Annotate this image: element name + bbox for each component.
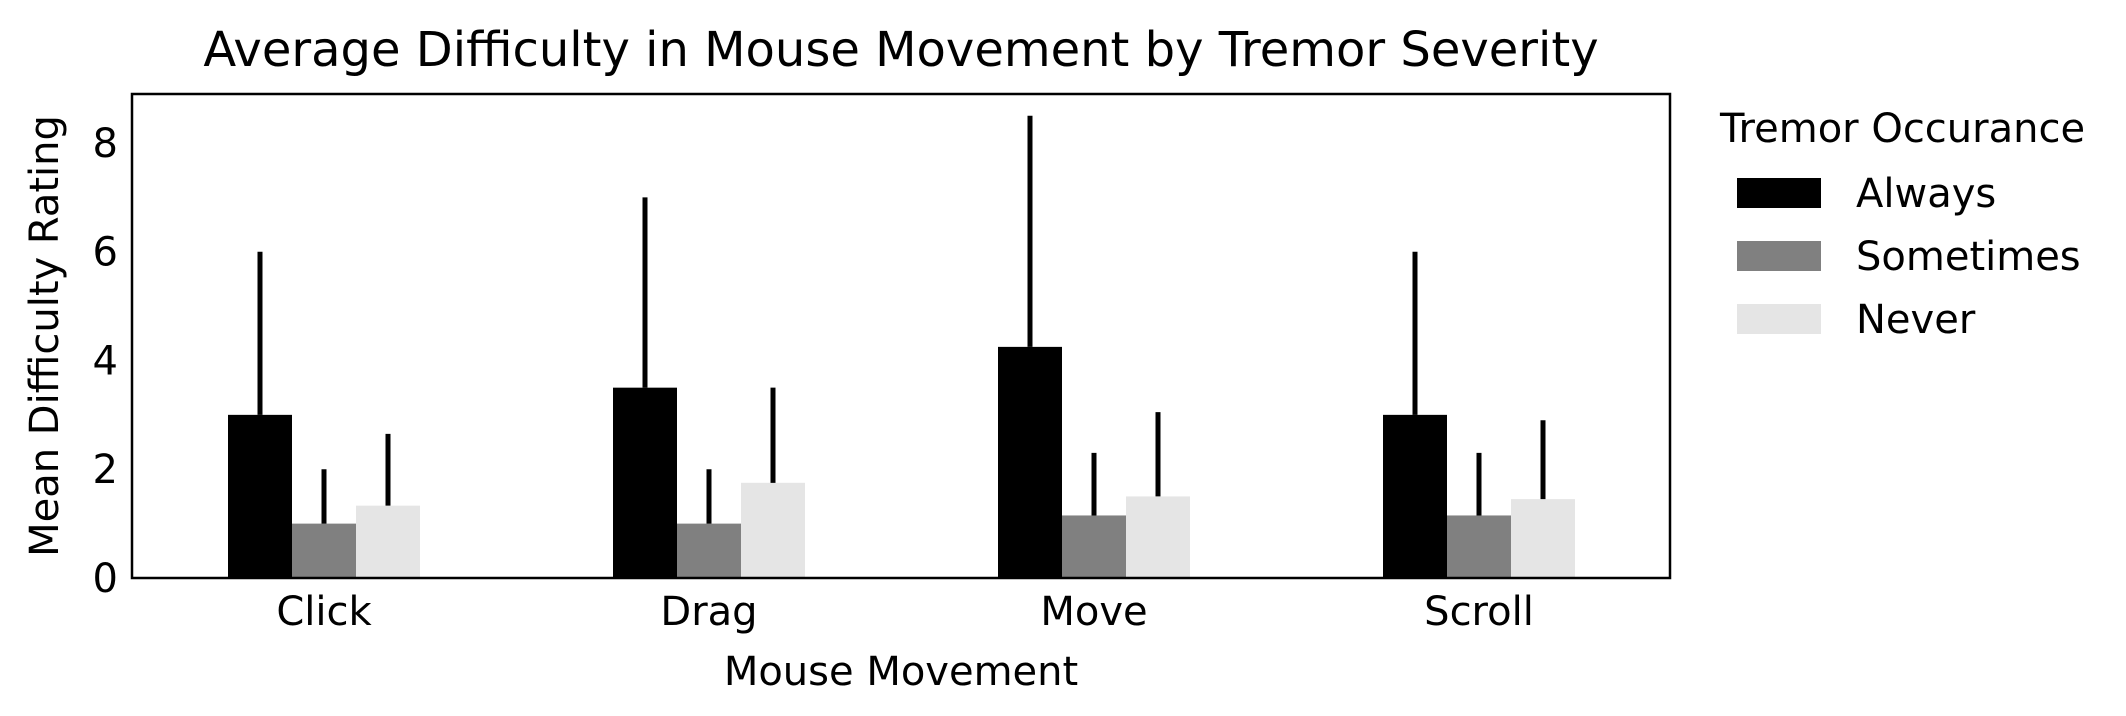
y-tick-label: 0 bbox=[93, 556, 118, 602]
x-axis-ticks: Click Drag Move Scroll bbox=[276, 589, 1533, 635]
x-axis-label: Mouse Movement bbox=[724, 649, 1078, 695]
x-tick-label: Move bbox=[1040, 589, 1147, 635]
bar-always-drag bbox=[613, 387, 677, 578]
y-axis-ticks: 0 2 4 6 8 bbox=[93, 121, 118, 602]
legend-swatch-always bbox=[1737, 178, 1821, 208]
legend-label-always: Always bbox=[1856, 171, 1996, 217]
bar-always-click bbox=[228, 414, 292, 578]
chart-title: Average Difficulty in Mouse Movement by … bbox=[203, 22, 1598, 78]
x-tick-label: Click bbox=[276, 589, 372, 635]
x-tick-label: Drag bbox=[660, 589, 757, 635]
bar-never-click bbox=[356, 505, 420, 578]
bar-sometimes-move bbox=[1062, 515, 1126, 578]
x-tick-label: Scroll bbox=[1424, 589, 1534, 635]
legend: Tremor Occurance Always Sometimes Never bbox=[1719, 106, 2085, 343]
y-tick-label: 6 bbox=[93, 230, 118, 276]
legend-swatch-sometimes bbox=[1737, 241, 1821, 271]
error-bars-layer bbox=[257, 115, 1546, 524]
bar-sometimes-click bbox=[292, 523, 356, 578]
bar-never-drag bbox=[741, 482, 805, 578]
bar-never-scroll bbox=[1511, 499, 1575, 578]
legend-label-sometimes: Sometimes bbox=[1856, 234, 2081, 280]
legend-swatch-never bbox=[1737, 304, 1821, 334]
bar-always-move bbox=[998, 346, 1062, 578]
bar-always-scroll bbox=[1383, 414, 1447, 578]
plot-frame bbox=[130, 92, 1672, 580]
legend-title: Tremor Occurance bbox=[1719, 106, 2085, 152]
y-tick-label: 8 bbox=[93, 121, 118, 167]
y-tick-label: 4 bbox=[93, 338, 118, 384]
y-axis-label: Mean Difficulty Rating bbox=[22, 115, 68, 557]
legend-items: Always Sometimes Never bbox=[1737, 171, 2081, 343]
legend-label-never: Never bbox=[1856, 297, 1976, 343]
y-tick-label: 2 bbox=[93, 447, 118, 493]
bars-layer bbox=[228, 346, 1575, 578]
bar-sometimes-scroll bbox=[1447, 515, 1511, 578]
bar-never-move bbox=[1126, 496, 1190, 578]
bar-sometimes-drag bbox=[677, 523, 741, 578]
